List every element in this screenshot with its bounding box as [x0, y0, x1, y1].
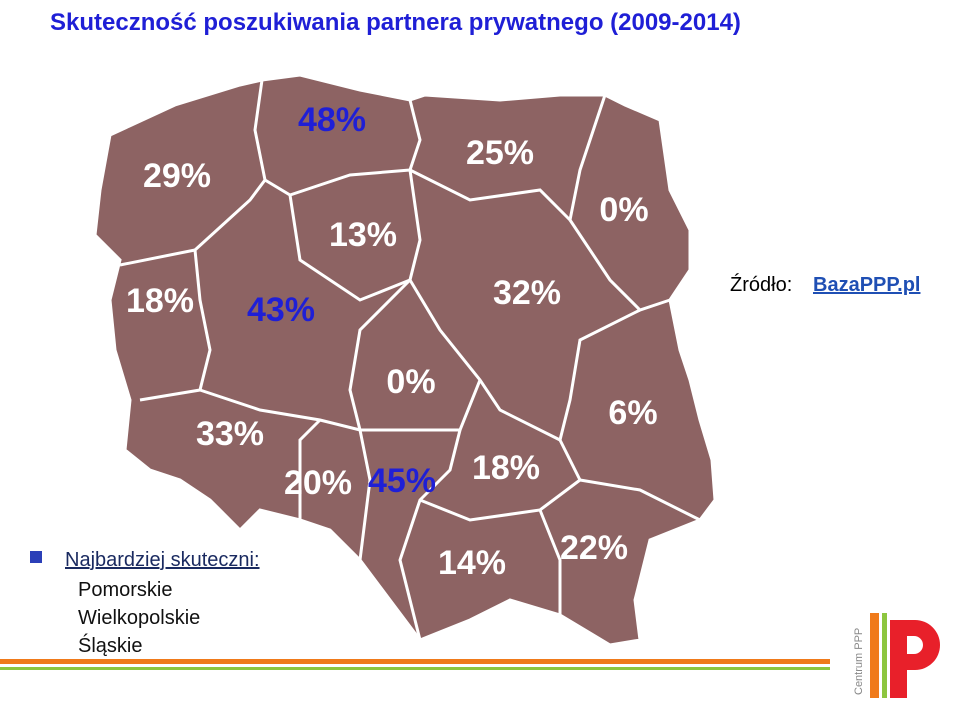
logo-bar — [882, 613, 887, 698]
bullet — [30, 551, 42, 563]
region-label: 18% — [472, 449, 540, 487]
legend-heading: Najbardziej skuteczni: — [65, 549, 260, 571]
region-label: 0% — [386, 363, 435, 401]
region-label: 18% — [126, 282, 194, 320]
region-borders — [119, 79, 701, 641]
region-label: 48% — [298, 101, 366, 139]
title: Skuteczność poszukiwania partnera prywat… — [50, 9, 741, 36]
region-label: 0% — [599, 191, 648, 229]
logo-bar — [870, 613, 879, 698]
region-label: 33% — [196, 415, 264, 453]
region-label: 22% — [560, 529, 628, 567]
region-label: 6% — [608, 394, 657, 432]
source-label: Źródło: — [730, 273, 792, 296]
region-label: 14% — [438, 544, 506, 582]
source-link[interactable]: BazaPPP.pl — [813, 274, 920, 296]
region-label: 13% — [329, 216, 397, 254]
logo-p — [890, 620, 940, 698]
region-label: 29% — [143, 157, 211, 195]
stripe-green — [0, 667, 830, 670]
legend-item: Śląskie — [78, 633, 142, 657]
stripe-orange — [0, 659, 830, 664]
logo-text: Centrum PPP — [853, 628, 865, 695]
legend-item: Wielkopolskie — [78, 607, 200, 629]
region-label: 32% — [493, 274, 561, 312]
legend-item: Pomorskie — [78, 579, 172, 601]
poland-map — [93, 73, 717, 647]
region-label: 45% — [368, 462, 436, 500]
region-label: 43% — [247, 291, 315, 329]
region-label: 20% — [284, 464, 352, 502]
region-label: 25% — [466, 134, 534, 172]
